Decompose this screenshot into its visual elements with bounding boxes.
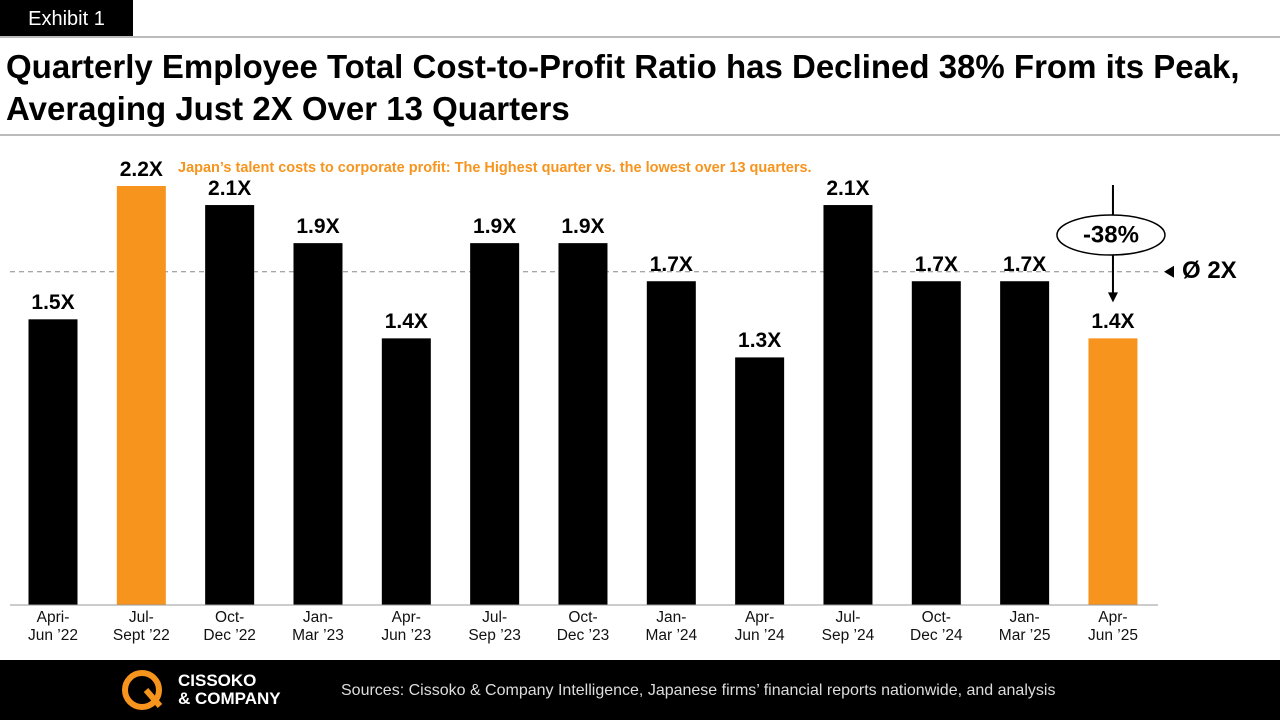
x-tick-label: Jan- Mar ’23 xyxy=(292,609,344,644)
value-label: 2.1X xyxy=(208,177,252,201)
logo-mark xyxy=(122,670,163,710)
bar xyxy=(735,357,785,605)
value-label: 1.7X xyxy=(649,253,693,277)
x-tick-label: Jul- Sept ’22 xyxy=(112,609,170,644)
x-tick-label: Jan- Mar ’25 xyxy=(998,609,1051,644)
reference-label: Ø 2X xyxy=(1182,256,1237,284)
x-tick-label: Oct- Dec ’24 xyxy=(910,609,963,644)
bar xyxy=(381,338,431,605)
footer: CISSOKO & COMPANY Sources: Cissoko & Com… xyxy=(0,660,1280,720)
value-label: 1.4X xyxy=(1091,310,1135,334)
bar xyxy=(558,243,608,606)
value-label: 2.1X xyxy=(826,177,870,201)
rule xyxy=(0,134,1280,136)
annotation-bubble xyxy=(1056,214,1166,256)
chart-title: Quarterly Employee Total Cost-to-Profit … xyxy=(6,48,1240,127)
bar xyxy=(911,281,961,605)
x-tick-label: Apri- Jun ’22 xyxy=(28,609,78,644)
value-label: 1.7X xyxy=(914,253,958,277)
value-label: 2.2X xyxy=(119,158,163,181)
value-label: 1.5X xyxy=(31,291,75,315)
bar xyxy=(293,243,343,606)
x-tick-label: Oct- Dec ’22 xyxy=(203,609,256,644)
exhibit-label: Exhibit 1 xyxy=(0,0,133,38)
logo-line: CISSOKO xyxy=(178,671,257,690)
arrow-head xyxy=(1107,292,1118,303)
bar xyxy=(28,319,78,605)
x-tick-label: Apr- Jun ’25 xyxy=(1087,609,1138,644)
bar xyxy=(1088,338,1138,605)
value-label: 1.9X xyxy=(561,215,605,239)
chart: -38% xyxy=(10,185,1174,606)
annotation: -38% xyxy=(1083,221,1139,248)
bar xyxy=(823,205,873,605)
bar xyxy=(116,186,166,605)
logo-text: CISSOKO & COMPANY xyxy=(178,672,281,708)
x-tick-label: Jul- Sep ’23 xyxy=(468,609,521,644)
value-label: 1.4X xyxy=(384,310,428,334)
x-tick-label: Apr- Jun ’24 xyxy=(734,609,785,644)
bar xyxy=(205,205,255,605)
sources: Sources: Cissoko & Company Intelligence,… xyxy=(341,682,1056,699)
value-label: 1.3X xyxy=(738,329,782,353)
value-label: 1.7X xyxy=(1003,253,1047,277)
x-tick-label: Apr- Jun ’23 xyxy=(381,609,432,644)
reference-arrow xyxy=(1164,265,1174,278)
x-tick-label: Jul- Sep ’24 xyxy=(821,609,875,644)
rule xyxy=(0,36,1280,38)
bar xyxy=(470,243,520,606)
value-label: 1.9X xyxy=(296,215,340,239)
chart-subtitle: Japan’s talent costs to corporate profit… xyxy=(178,160,812,176)
bar xyxy=(1000,281,1050,605)
value-label: 1.9X xyxy=(473,215,517,239)
bar xyxy=(646,281,696,605)
logo-line: & COMPANY xyxy=(178,689,281,708)
x-tick-label: Oct- Dec ’23 xyxy=(556,609,610,644)
x-tick-label: Jan- Mar ’24 xyxy=(645,609,698,644)
